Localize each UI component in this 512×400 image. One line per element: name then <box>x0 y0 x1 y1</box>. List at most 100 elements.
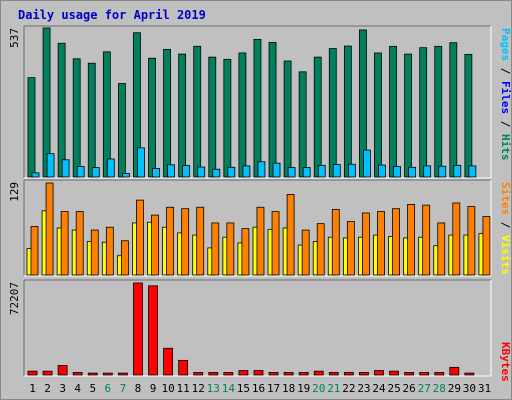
legend-entry: Hits <box>499 134 512 161</box>
hits-bar-day-23 <box>359 29 367 178</box>
pages-bar-day-18 <box>287 167 296 178</box>
x-tick-label-day-17: 17 <box>267 382 280 395</box>
pages-bar-day-15 <box>242 165 251 178</box>
sites-bar-day-19 <box>301 229 310 276</box>
hits-bar-day-30 <box>464 53 473 178</box>
sites-bar-day-26 <box>407 203 416 276</box>
pages-bar-day-8 <box>137 147 145 178</box>
x-tick-label-day-3: 3 <box>59 382 66 395</box>
hits-bar-day-15 <box>238 52 247 178</box>
x-tick-label-day-5: 5 <box>89 382 96 395</box>
kbytes-bar-day-11 <box>178 359 189 376</box>
hits-bar-day-2 <box>42 27 51 178</box>
x-tick-label-day-18: 18 <box>282 382 295 395</box>
pages-bar-day-11 <box>182 165 191 178</box>
x-tick-label-day-28: 28 <box>433 382 446 395</box>
x-tick-label-day-22: 22 <box>342 382 355 395</box>
hits-bar-day-19 <box>298 71 307 178</box>
sites-bar-day-8 <box>136 199 144 276</box>
pages-bar-day-25 <box>393 166 401 178</box>
sites-bar-day-7 <box>120 240 129 276</box>
sites-bar-day-14 <box>226 222 235 276</box>
sites-bar-day-20 <box>316 223 325 276</box>
x-tick-label-day-14: 14 <box>222 382 236 395</box>
hits-bar-day-14 <box>223 58 232 178</box>
pages-bar-day-24 <box>378 164 386 178</box>
sites-bar-day-11 <box>181 208 190 276</box>
hits-bar-day-6 <box>102 51 111 178</box>
pages-bar-day-12 <box>197 166 206 178</box>
kbytes-bar-day-5 <box>87 372 98 376</box>
hits-bar-day-27 <box>419 47 428 178</box>
x-tick-label-day-16: 16 <box>252 382 265 395</box>
hits-bar-day-24 <box>374 52 382 178</box>
kbytes-bar-day-21 <box>328 372 339 376</box>
legend-entry: Pages <box>499 28 512 68</box>
x-tick-label-day-20: 20 <box>312 382 325 395</box>
hits-bar-day-11 <box>178 53 187 178</box>
hits-bar-day-1 <box>27 77 36 178</box>
x-tick-label-day-30: 30 <box>463 382 476 395</box>
kbytes-bar-day-25 <box>389 370 399 376</box>
pages-bar-day-21 <box>332 164 341 178</box>
x-tick-label-day-23: 23 <box>357 382 370 395</box>
legend-panel-1: Pages / Files / Hits <box>499 28 512 161</box>
hits-bar-day-12 <box>193 45 202 178</box>
legend-entry: / <box>499 68 512 81</box>
hits-bar-day-13 <box>208 56 217 178</box>
hits-bar-day-25 <box>389 45 397 178</box>
x-tick-label-day-24: 24 <box>372 382 386 395</box>
kbytes-bar-day-24 <box>374 370 384 376</box>
pages-bar-day-2 <box>46 153 55 178</box>
legend-entry: / <box>499 222 512 235</box>
panel-3-area <box>24 280 491 376</box>
kbytes-bar-day-12 <box>193 372 204 376</box>
pages-bar-day-29 <box>453 164 462 178</box>
hits-bar-day-5 <box>87 62 96 178</box>
kbytes-bar-day-17 <box>268 372 279 376</box>
pages-bar-day-1 <box>31 172 40 178</box>
hits-bar-day-22 <box>343 45 352 178</box>
hits-bar-day-28 <box>434 45 443 178</box>
legend-entry: Visits <box>499 235 512 275</box>
pages-bar-day-19 <box>302 167 311 178</box>
hits-bar-day-21 <box>328 48 337 178</box>
pages-bar-day-16 <box>257 161 266 178</box>
kbytes-bar-day-7 <box>117 372 128 376</box>
x-tick-label-day-21: 21 <box>327 382 340 395</box>
kbytes-bar-day-14 <box>223 372 234 376</box>
sites-bar-day-15 <box>241 228 250 276</box>
hits-bar-day-3 <box>57 42 66 178</box>
sites-bar-day-23 <box>362 212 370 276</box>
x-tick-label-day-26: 26 <box>403 382 416 395</box>
kbytes-bar-day-29 <box>449 366 460 376</box>
legend-entry: / <box>499 121 512 134</box>
x-tick-label-day-2: 2 <box>44 382 51 395</box>
kbytes-bar-day-4 <box>72 372 83 376</box>
x-tick-label-day-13: 13 <box>207 382 220 395</box>
legend-entry: Files <box>499 81 512 121</box>
sites-bar-day-1 <box>30 226 39 276</box>
kbytes-bar-day-18 <box>283 372 294 376</box>
x-tick-label-day-25: 25 <box>387 382 400 395</box>
sites-bar-day-18 <box>286 194 295 276</box>
sites-bar-day-31 <box>482 216 491 276</box>
pages-bar-day-13 <box>212 168 221 178</box>
sites-bar-day-22 <box>346 221 355 276</box>
x-tick-label-day-27: 27 <box>418 382 431 395</box>
x-tick-label-day-29: 29 <box>448 382 461 395</box>
kbytes-bar-day-3 <box>57 365 68 376</box>
pages-bar-day-10 <box>167 164 175 178</box>
sites-bar-day-25 <box>392 208 400 276</box>
legend-entry: KBytes <box>499 342 512 382</box>
pages-bar-day-28 <box>438 165 447 178</box>
hits-bar-day-17 <box>268 42 277 178</box>
sites-bar-day-5 <box>90 229 99 276</box>
sites-bar-day-30 <box>467 206 476 276</box>
x-tick-label-day-8: 8 <box>135 382 142 395</box>
chart-title: Daily usage for April 2019 <box>18 8 206 22</box>
kbytes-bar-day-28 <box>434 372 445 376</box>
kbytes-bar-day-27 <box>419 372 430 376</box>
x-tick-label-day-15: 15 <box>237 382 250 395</box>
